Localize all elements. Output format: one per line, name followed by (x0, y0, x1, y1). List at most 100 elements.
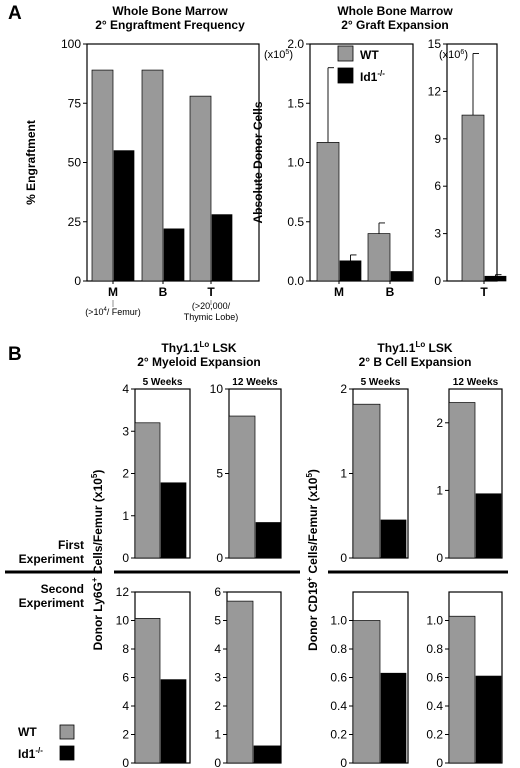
myeloid_second_5w-bar-wt (134, 618, 161, 764)
myeloid_first_12w-title: 12 Weeks (232, 377, 278, 388)
myeloid_second_5w-ytick-label: 0 (122, 756, 129, 768)
legend-b-wt-label: WT (18, 725, 37, 739)
bcell-second-5w-chart: 0 0.2 0.4 0.6 0.8 1.0 (330, 591, 409, 768)
myeloid_first_5w-ytick-label: 2 (122, 467, 129, 481)
bcell_first_12w-bar-ko (475, 493, 502, 559)
expansion_mb-category-label: M (334, 285, 344, 299)
expansion_mb-ytick-label: 0.5 (287, 215, 304, 229)
myeloid_second_12w-ytick-label: 1 (214, 728, 221, 742)
engraftment-ytick-label: 50 (68, 156, 82, 170)
bcell_second_5w-ytick-label: 0.8 (330, 642, 347, 656)
engraftment-category-label: T (207, 285, 215, 299)
engraftment-note-t-line1: (>20,000/ (192, 301, 231, 311)
expansion_mb-ytick-label: 1.0 (287, 156, 304, 170)
bcell_second_12w-ytick-label: 0 (436, 756, 443, 768)
myeloid-title-line2: 2° Myeloid Expansion (137, 355, 261, 369)
myeloid-second-5w-chart: 0 2 4 6 8 10 12 (116, 585, 191, 768)
bcell_second_5w-bar-wt (352, 620, 381, 764)
engraftment-title-line1: Whole Bone Marrow (112, 4, 228, 18)
expansion_t-ytick-label: 0 (434, 274, 441, 288)
expansion_mb-bar-wt (367, 233, 391, 282)
bcell-second-12w-chart: 0 0.2 0.4 0.6 0.8 1.0 (426, 591, 503, 768)
myeloid_second_12w-ytick-label: 2 (214, 699, 221, 713)
bcell_first_12w-ytick-label: 1 (436, 483, 443, 497)
first-experiment-label-1: First (58, 538, 84, 552)
myeloid_first_5w-ytick-label: 4 (122, 382, 129, 396)
myeloid_first_5w-title: 5 Weeks (143, 377, 183, 388)
myeloid_second_12w-ytick-label: 6 (214, 585, 221, 599)
expansion_mb-ytick-label: 0.0 (287, 274, 304, 288)
first-experiment-label-2: Experiment (19, 552, 84, 566)
expansion-mb-chart: 0.0 0.5 1.0 1.5 2.0 M B Absolute Donor Cells (x1… (251, 37, 414, 299)
expansion_mb-category-label: B (386, 285, 395, 299)
myeloid_second_12w-bar-wt (226, 600, 254, 764)
expansion_t-unit-label: (x106) (439, 49, 468, 61)
bcell_first_5w-bar-wt (352, 403, 381, 559)
bcell_second_12w-ytick-label: 0.6 (426, 671, 443, 685)
bcell-ylabel: Donor CD19+ Cells/Femur (x105) (305, 469, 320, 651)
bcell_second_12w-ytick-label: 0.8 (426, 642, 443, 656)
expansion_mb-ytick-label: 2.0 (287, 37, 304, 51)
expansion_mb-unit-label: (x105) (264, 49, 293, 61)
legend-a-ko-label: Id1-/- (360, 69, 385, 84)
panel-b-letter: B (8, 344, 22, 365)
myeloid_second_5w-ytick-label: 6 (122, 671, 129, 685)
myeloid_second_12w-ytick-label: 3 (214, 671, 221, 685)
myeloid_first_12w-ytick-label: 10 (210, 382, 224, 396)
bcell_first_5w-ytick-label: 0 (340, 551, 347, 565)
second-experiment-label-2: Experiment (19, 596, 84, 610)
bcell_second_12w-bar-wt (448, 615, 476, 764)
myeloid_second_5w-ytick-label: 2 (122, 728, 129, 742)
myeloid_first_5w-ytick-label: 3 (122, 424, 129, 438)
engraftment-bar-ko (113, 150, 135, 282)
expansion_mb-bar-ko (339, 260, 362, 282)
panel-a-letter: A (8, 3, 22, 24)
expansion_t-ytick-label: 6 (434, 179, 441, 193)
bcell_second_5w-ytick-label: 0.2 (330, 728, 347, 742)
expansion_mb-ylabel: Absolute Donor Cells (251, 101, 265, 223)
engraftment-bar-ko (211, 214, 233, 282)
engraftment-category-label: B (159, 285, 168, 299)
myeloid_second_12w-bar-ko (253, 745, 282, 764)
expansion_t-bar-wt (461, 114, 485, 282)
bcell-title-line2: 2° B Cell Expansion (359, 355, 472, 369)
myeloid_first_5w-ytick-label: 0 (122, 551, 129, 565)
engraftment-ytick-label: 75 (68, 96, 82, 110)
bcell_first_12w-ytick-label: 0 (436, 551, 443, 565)
bcell_first_5w-ytick-label: 2 (340, 382, 347, 396)
bcell_second_12w-ytick-label: 1.0 (426, 614, 443, 628)
engraftment-ytick-label: 25 (68, 215, 82, 229)
bcell_second_5w-ytick-label: 1.0 (330, 614, 347, 628)
myeloid_second_12w-ytick-label: 0 (214, 756, 221, 768)
myeloid_first_12w-bar-ko (255, 522, 282, 559)
bcell_second_12w-ytick-label: 0.2 (426, 728, 443, 742)
expansion_t-ytick-label: 12 (428, 84, 442, 98)
legend-b-ko-label: Id1-/- (18, 746, 43, 761)
myeloid_second_5w-bar-ko (160, 679, 187, 764)
expansion_t-bar-ko (484, 275, 507, 282)
myeloid_first_5w-bar-ko (160, 482, 187, 559)
legend-a-wt-label: WT (360, 48, 379, 62)
bcell_first_12w-bar-wt (448, 402, 476, 559)
myeloid_second_12w-ytick-label: 4 (214, 642, 221, 656)
bcell_second_5w-ytick-label: 0 (340, 756, 347, 768)
engraftment-category-label: M (108, 285, 118, 299)
expansion_mb-bar-wt (316, 142, 340, 282)
expansion_t-category-label: T (480, 285, 488, 299)
engraftment-bar-wt (91, 69, 114, 282)
bcell_second_5w-ytick-label: 0.4 (330, 699, 347, 713)
expansion_t-ytick-label: 3 (434, 227, 441, 241)
legend-a-ko-swatch (337, 67, 354, 84)
expansion-title-line1: Whole Bone Marrow (337, 4, 453, 18)
myeloid_second_5w-ytick-label: 10 (116, 614, 130, 628)
expansion-title-line2: 2° Graft Expansion (341, 18, 449, 32)
bcell_first_12w-title: 12 Weeks (453, 377, 499, 388)
myeloid-second-12w-chart: 0 1 2 3 4 5 6 (214, 585, 282, 768)
myeloid_first_5w-bar-wt (134, 422, 161, 559)
bcell_first_12w-ytick-label: 2 (436, 416, 443, 430)
bcell-first-5w-chart: 0 1 2 5 Weeks (340, 377, 409, 565)
engraftment-note-t-line2: Thymic Lobe) (184, 312, 239, 322)
myeloid-first-12w-chart: 0 5 10 12 Weeks (210, 377, 282, 565)
myeloid_second_5w-ytick-label: 8 (122, 642, 129, 656)
engraftment-ylabel: % Engraftment (24, 120, 38, 205)
